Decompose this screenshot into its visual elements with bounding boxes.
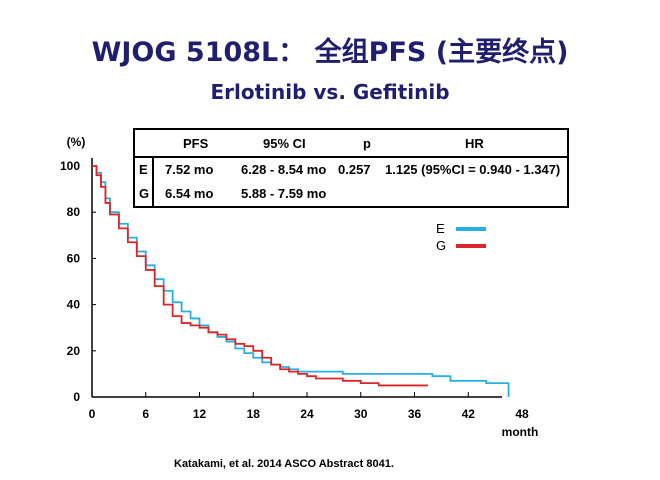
x-tick-label-12: 12	[193, 407, 207, 421]
series-line-g	[92, 165, 428, 387]
table-label-divider	[152, 156, 154, 206]
y-tick-label-60: 60	[67, 251, 81, 265]
table-row-g-pfs: 6.54 mo	[165, 186, 214, 201]
table-row-e-p: 0.257	[338, 162, 371, 177]
table-row-e-pfs: 7.52 mo	[165, 162, 214, 177]
table-row-e-label: E	[139, 162, 148, 177]
slide-subtitle: Erlotinib vs. Gefitinib	[210, 80, 450, 104]
x-tick-label-24: 24	[300, 407, 314, 421]
x-tick-label-0: 0	[89, 407, 96, 421]
x-axis-label: month	[502, 425, 539, 439]
citation: Katakami, et al. 2014 ASCO Abstract 8041…	[174, 458, 394, 470]
table-header-divider	[135, 156, 567, 158]
table-header-p: p	[363, 136, 371, 151]
x-tick-label-42: 42	[462, 407, 476, 421]
x-tick-label-18: 18	[247, 407, 261, 421]
table-row-e-hr: 1.125 (95%CI = 0.940 - 1.347)	[385, 162, 561, 177]
y-tick-label-20: 20	[67, 344, 81, 358]
table-header-hr: HR	[465, 136, 484, 151]
table-header-pfs: PFS	[183, 136, 209, 151]
x-tick-label-48: 48	[515, 407, 529, 421]
table-row-g-ci: 5.88 - 7.59 mo	[241, 186, 327, 201]
table-row-g-label: G	[139, 186, 150, 201]
x-tick-label-36: 36	[408, 407, 422, 421]
table-row-e-ci: 6.28 - 8.54 mo	[241, 162, 327, 177]
legend-label-g: G	[436, 238, 446, 253]
table-header-ci: 95% CI	[263, 136, 306, 151]
chart-axes: 0 6 12 18 24 30 36 42 48 0 20 40 60 80 100	[60, 158, 529, 421]
y-tick-label-40: 40	[67, 298, 81, 312]
y-tick-label-0: 0	[73, 390, 80, 404]
legend-label-e: E	[436, 221, 445, 236]
slide-title: WJOG 5108L： 全组PFS (主要终点)	[91, 37, 569, 68]
x-tick-label-6: 6	[142, 407, 149, 421]
chart-series	[92, 165, 510, 397]
y-tick-label-100: 100	[60, 159, 80, 173]
y-axis-label: (%)	[67, 135, 86, 149]
x-tick-label-30: 30	[354, 407, 368, 421]
chart-legend: EG	[436, 221, 486, 253]
results-table: PFS 95% CI p HR E 7.52 mo 6.28 - 8.54 mo…	[133, 128, 569, 208]
y-tick-label-80: 80	[67, 205, 81, 219]
